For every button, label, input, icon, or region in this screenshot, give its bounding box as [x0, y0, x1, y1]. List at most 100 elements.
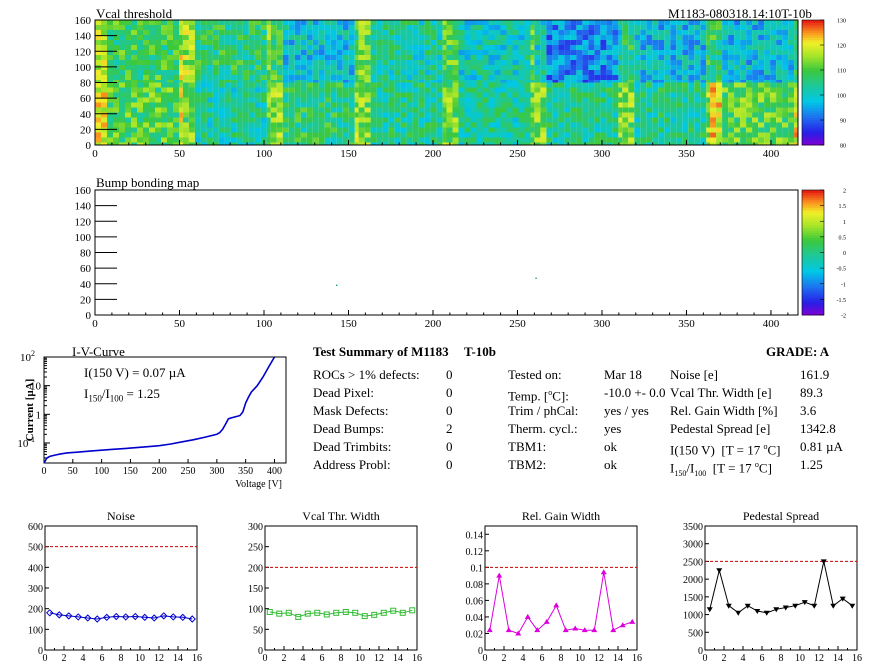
- y-tick-label: 20: [80, 294, 92, 306]
- series-line: [709, 561, 853, 614]
- iv-series-line: [43, 356, 276, 464]
- panel-y-tick-label: 1000: [683, 611, 703, 622]
- condition-value: Mar 18: [604, 367, 642, 382]
- data-point: [524, 613, 531, 619]
- data-point: [276, 610, 283, 617]
- color-scale-label: 2: [843, 189, 846, 195]
- panel-y-tick-label: 0: [38, 646, 43, 657]
- panel-y-tick-label: 0.14: [466, 530, 484, 541]
- data-point: [314, 609, 321, 616]
- panel-y-tick-label: 100: [28, 625, 43, 636]
- y-tick-label: 80: [80, 78, 92, 90]
- data-point: [706, 607, 713, 613]
- data-point: [160, 612, 168, 620]
- map-frame: [94, 189, 799, 316]
- y-tick-label: 120: [75, 216, 92, 228]
- dead-bump-point-0: [335, 284, 338, 287]
- panel-y-tick-label: 0.1: [471, 563, 484, 574]
- y-tick-label: 160: [75, 15, 92, 27]
- panel-x-tick-label: 6: [540, 653, 545, 664]
- panel-x-tick-label: 8: [339, 653, 344, 664]
- iv-x-tick-label: 100: [94, 466, 109, 477]
- y-tick-label: 60: [80, 93, 92, 105]
- data-point: [591, 627, 598, 633]
- data-point: [515, 630, 522, 636]
- color-scale-label: 130: [837, 19, 846, 25]
- summary-subtitle: T-10b: [464, 344, 497, 359]
- data-point: [150, 614, 158, 622]
- panel-y-tick-label: 300: [28, 584, 43, 595]
- data-point: [342, 608, 349, 615]
- color-scale-label: 0.5: [839, 235, 847, 241]
- panel-x-tick-label: 4: [741, 653, 746, 664]
- data-point: [600, 569, 607, 575]
- x-tick-label: 400: [763, 318, 780, 330]
- grade-label: GRADE: A: [766, 344, 830, 359]
- data-point: [496, 572, 503, 578]
- condition-label: TBM1:: [508, 439, 547, 454]
- data-point: [352, 609, 359, 616]
- condition-value: -10.0 +- 0.0: [604, 385, 666, 400]
- panel-y-tick-label: 300: [248, 522, 263, 533]
- panel-x-tick-label: 10: [355, 653, 365, 664]
- panel-y-tick-label: 250: [248, 543, 263, 554]
- x-tick-label: 250: [509, 148, 526, 160]
- color-scale-label: 1.5: [839, 204, 847, 210]
- panel-y-tick-label: 0.12: [466, 547, 484, 558]
- series-line: [269, 609, 413, 618]
- series-line: [49, 612, 193, 620]
- condition-value: yes / yes: [604, 403, 649, 418]
- y-tick-label: 120: [75, 46, 92, 58]
- data-point: [399, 609, 406, 616]
- data-point: [792, 603, 799, 609]
- panel-y-tick-label: 0.06: [466, 596, 484, 607]
- map1-title: Vcal threshold: [96, 6, 173, 21]
- iv-x-tick-label: 0: [42, 466, 47, 477]
- panel-y-tick-label: 0.02: [466, 629, 484, 640]
- panel-y-tick-label: 200: [248, 563, 263, 574]
- panel-x-tick-label: 0: [43, 653, 48, 664]
- color-scale-label: 90: [840, 119, 846, 125]
- panel-y-tick-label: 2000: [683, 575, 703, 586]
- data-point: [333, 609, 340, 616]
- iv-title: I-V-Curve: [72, 344, 125, 359]
- data-point: [572, 625, 579, 631]
- panel-y-tick-label: 2500: [683, 557, 703, 568]
- y-tick-label: 100: [75, 62, 92, 74]
- data-point: [505, 627, 512, 633]
- data-point: [725, 603, 732, 609]
- data-point: [782, 605, 789, 611]
- result-label: Rel. Gain Width [%]: [670, 403, 778, 418]
- heatmap-cells: [95, 20, 798, 145]
- y-tick-label: 140: [75, 201, 92, 213]
- data-point: [103, 613, 111, 622]
- y-tick-label: 40: [80, 279, 92, 291]
- data-point: [754, 609, 761, 615]
- y-tick-label: 100: [75, 232, 92, 244]
- y-tick-label: 60: [80, 263, 92, 275]
- iv-annotation-ratio: I150/I100 = 1.25: [84, 386, 160, 404]
- panel-x-tick-label: 2: [62, 653, 67, 664]
- panel-y-tick-label: 500: [28, 543, 43, 554]
- panel-x-tick-label: 14: [173, 653, 183, 664]
- data-point: [390, 607, 397, 614]
- panel-x-tick-label: 12: [374, 653, 384, 664]
- result-value: 1342.8: [800, 421, 836, 436]
- iv-y-tick-label: 10: [30, 381, 42, 393]
- data-point: [323, 611, 330, 618]
- result-value: 1.25: [800, 457, 823, 472]
- x-tick-label: 300: [594, 148, 611, 160]
- result-value: 89.3: [800, 385, 823, 400]
- y-tick-label: 80: [80, 248, 92, 260]
- panel-x-tick-label: 0: [703, 653, 708, 664]
- defect-label: ROCs > 1% defects:: [313, 367, 420, 382]
- color-scale-bar: [801, 19, 825, 146]
- panel-frame: [264, 525, 418, 651]
- color-scale-label: 110: [837, 69, 846, 75]
- panel-y-tick-label: 100: [248, 605, 263, 616]
- panel-x-tick-label: 10: [135, 653, 145, 664]
- color-scale-label: 80: [840, 144, 846, 150]
- defect-value: 0: [446, 439, 453, 454]
- data-point: [543, 618, 550, 624]
